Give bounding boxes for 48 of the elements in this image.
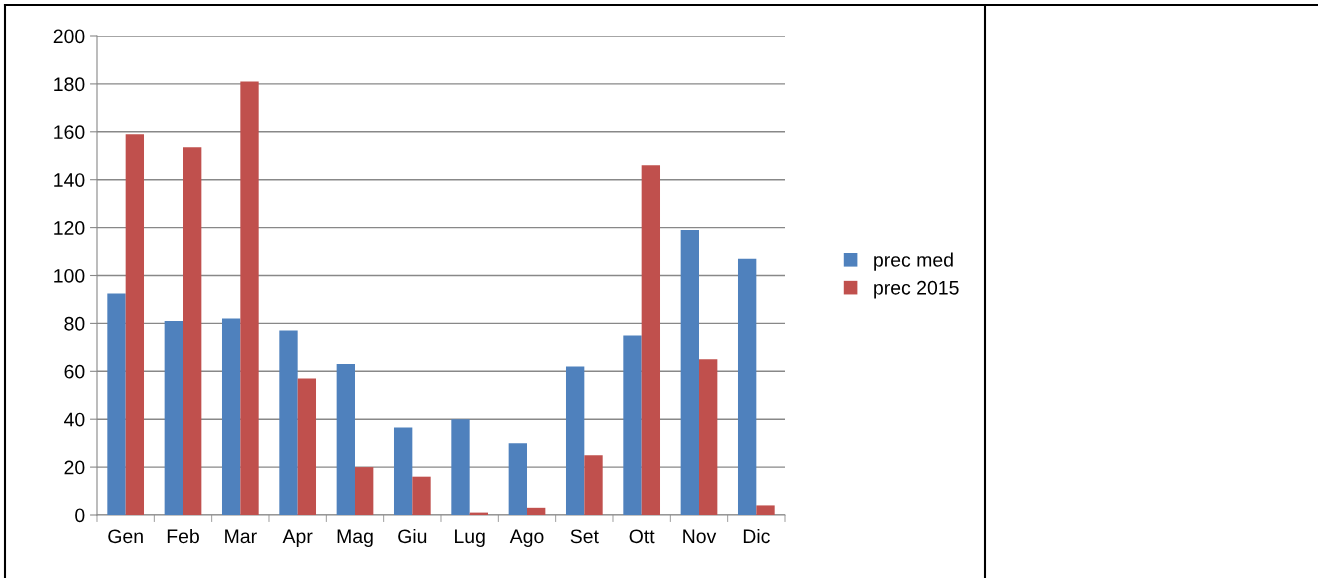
bar xyxy=(737,258,757,515)
bar xyxy=(107,293,126,515)
bar xyxy=(756,505,775,515)
y-tick-label: 40 xyxy=(64,412,85,427)
bar xyxy=(336,364,355,515)
bar xyxy=(221,318,241,515)
bar xyxy=(183,147,202,515)
bar xyxy=(623,335,642,515)
x-tick-label: Ott xyxy=(629,529,655,544)
x-tick-label: Dic xyxy=(743,528,770,544)
bar xyxy=(279,330,298,515)
x-tick-label: Feb xyxy=(167,528,199,544)
bar xyxy=(451,419,470,515)
bar xyxy=(508,443,527,515)
legend-label: prec med xyxy=(874,252,953,271)
bar xyxy=(412,476,431,515)
bar xyxy=(699,359,718,515)
x-tick-label: Apr xyxy=(282,529,313,548)
bar xyxy=(584,455,603,515)
bar xyxy=(125,134,145,515)
y-tick-label: 140 xyxy=(54,173,85,187)
bar xyxy=(565,366,585,515)
x-tick-label: Gen xyxy=(108,529,143,544)
y-tick-label: 20 xyxy=(64,460,85,475)
y-tick-label: 180 xyxy=(54,77,85,92)
x-tick-label: Mar xyxy=(225,529,257,544)
y-tick-label: 80 xyxy=(64,316,85,331)
x-tick-label: Nov xyxy=(683,529,717,544)
bar xyxy=(355,467,374,515)
bar xyxy=(641,165,661,515)
bar xyxy=(527,507,546,515)
x-tick-label: Lug xyxy=(455,529,485,548)
x-tick-label: Ago xyxy=(509,529,544,548)
bar xyxy=(680,229,699,515)
bar xyxy=(393,427,413,515)
y-tick-label: 120 xyxy=(54,221,85,235)
y-tick-label: 160 xyxy=(54,125,85,140)
bar xyxy=(297,378,317,515)
x-tick-label: Giu xyxy=(398,528,427,544)
y-tick-label: 0 xyxy=(75,508,85,523)
bar xyxy=(240,81,259,515)
x-tick-label: Mag xyxy=(337,529,373,548)
y-tick-label: 60 xyxy=(64,364,85,379)
y-tick-label: 200 xyxy=(53,29,85,44)
bar xyxy=(164,321,183,515)
x-tick-label: Set xyxy=(570,529,599,544)
y-tick-label: 100 xyxy=(54,268,85,283)
legend-label: prec 2015 xyxy=(874,280,959,299)
